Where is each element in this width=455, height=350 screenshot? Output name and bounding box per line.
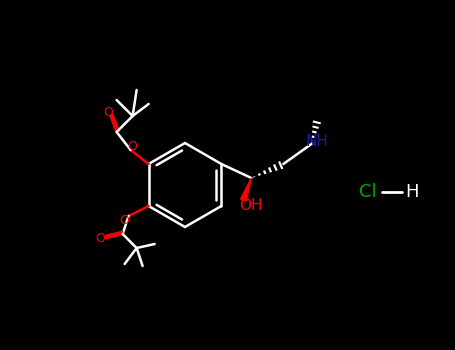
Text: O: O <box>104 105 114 119</box>
Text: NH: NH <box>306 134 329 149</box>
Polygon shape <box>241 178 251 201</box>
Text: O: O <box>96 231 106 245</box>
Text: Cl: Cl <box>359 183 377 201</box>
Text: O: O <box>120 214 130 226</box>
Text: O: O <box>128 140 137 154</box>
Text: H: H <box>405 183 419 201</box>
Text: OH: OH <box>240 198 263 214</box>
